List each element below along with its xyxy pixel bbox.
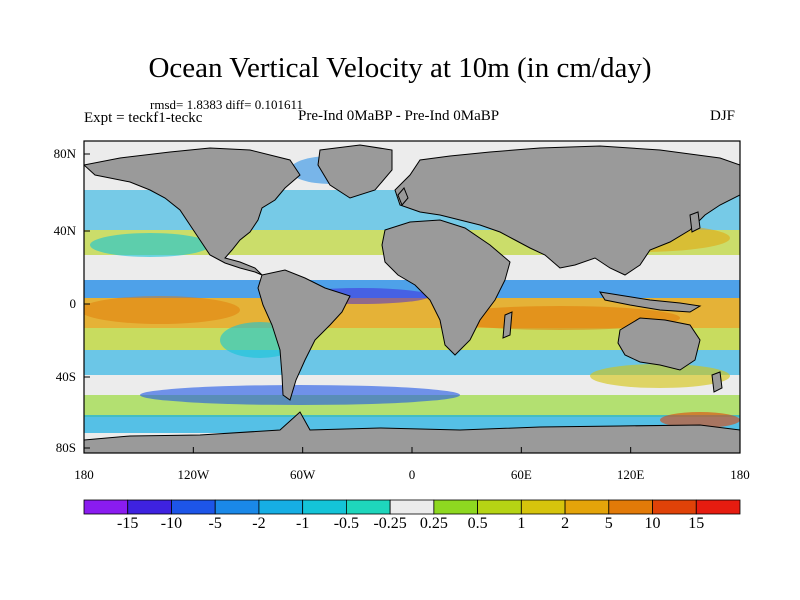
- new-zealand: [711, 371, 723, 393]
- colorbar-tick-label: 15: [688, 515, 705, 532]
- colorbar-swatch: [258, 499, 304, 515]
- colorbar-swatch: [345, 499, 391, 515]
- longitude-tick-label: 60E: [510, 467, 532, 482]
- colorbar-tick-label: -0.5: [333, 515, 360, 532]
- greenland: [317, 144, 393, 199]
- colorbar: [83, 499, 741, 515]
- longitude-tick-label: 180: [74, 467, 94, 482]
- japan: [689, 211, 701, 233]
- rmsd-diff-stats: rmsd= 1.8383 diff= 0.101611: [150, 97, 303, 112]
- australia: [617, 317, 701, 371]
- colorbar-tick-label: -10: [160, 515, 183, 532]
- colorbar-swatch: [608, 499, 653, 515]
- comparison-label: Pre-Ind 0MaBP - Pre-Ind 0MaBP: [298, 108, 500, 124]
- colorbar-tick-label: 1: [517, 515, 526, 532]
- colorbar-swatch: [389, 499, 435, 515]
- north-america: [84, 147, 301, 276]
- colorbar-tick-label: -15: [117, 515, 139, 532]
- colorbar-tick-label: -5: [208, 515, 222, 532]
- colorbar-swatch: [564, 499, 610, 515]
- africa: [381, 219, 511, 356]
- south-america: [257, 269, 351, 401]
- eurasia: [394, 145, 740, 276]
- colorbar-swatch: [83, 499, 129, 515]
- latitude-tick-label: 40N: [53, 223, 76, 238]
- longitude-tick-label: 180: [730, 467, 750, 482]
- longitude-tick-label: 60W: [290, 467, 316, 482]
- colorbar-swatch: [695, 499, 741, 515]
- colorbar-tick-label: 0.5: [467, 515, 488, 532]
- latitude-tick-label: 80N: [53, 146, 76, 161]
- map-title: Ocean Vertical Velocity at 10m (in cm/da…: [148, 52, 652, 84]
- colorbar-tick-label: 10: [644, 515, 661, 532]
- indonesia: [598, 291, 702, 313]
- longitude-tick-label: 120E: [616, 467, 645, 482]
- colorbar-swatch: [433, 499, 479, 515]
- longitude-tick-label: 120W: [177, 467, 210, 482]
- colorbar-tick-label: -0.25: [373, 515, 407, 532]
- colorbar-swatch: [214, 499, 260, 515]
- colorbar-swatch: [302, 499, 347, 515]
- longitude-tick-label: 0: [408, 467, 416, 482]
- colorbar-tick-label: 5: [604, 515, 613, 532]
- colorbar-swatch: [652, 499, 697, 515]
- uk: [397, 187, 409, 206]
- land-masses: [84, 144, 740, 453]
- colorbar-swatch: [477, 499, 522, 515]
- latitude-tick-label: 0: [69, 296, 77, 311]
- colorbar-swatch: [520, 499, 566, 515]
- experiment-label: Expt = teckf1-teckc: [84, 110, 203, 126]
- latitude-tick-label: 40S: [55, 369, 76, 384]
- colorbar-tick-label: -2: [252, 515, 266, 532]
- latitude-tick-label: 80S: [55, 440, 76, 455]
- season-label: DJF: [710, 108, 736, 124]
- colorbar-swatch: [127, 499, 172, 515]
- colorbar-tick-label: 0.25: [419, 515, 448, 532]
- antarctica: [84, 411, 740, 453]
- colorbar-tick-label: -1: [295, 515, 310, 532]
- madagascar: [502, 311, 513, 339]
- colorbar-swatch: [171, 499, 216, 515]
- colorbar-tick-label: 2: [561, 515, 570, 532]
